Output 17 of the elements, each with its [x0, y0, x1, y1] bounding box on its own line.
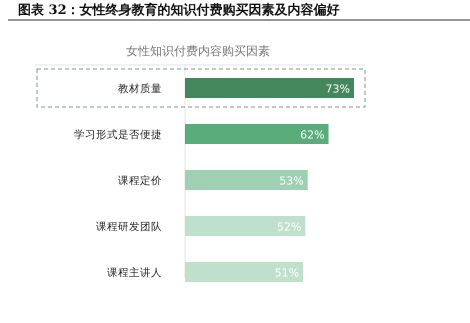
data-label: 51% [274, 266, 300, 280]
data-label: 52% [276, 220, 302, 234]
data-label: 62% [300, 128, 325, 142]
subtitle: 女性知识付费内容购买因素 [126, 44, 270, 58]
data-label: 73% [326, 82, 350, 96]
bar [185, 216, 306, 236]
bar [185, 124, 329, 144]
bar [185, 170, 308, 190]
y-tick-label: 学习形式是否便捷 [74, 128, 162, 141]
y-tick-label: 课程研发团队 [96, 221, 162, 233]
y-tick-label: 课程定价 [118, 174, 162, 187]
bar [185, 78, 354, 98]
y-tick-label: 课程主讲人 [107, 266, 162, 279]
bar [185, 262, 304, 282]
title: 图表 32：女性终身教育的知识付费购买因素及内容偏好 [18, 3, 340, 18]
y-tick-label: 教材质量 [118, 82, 162, 95]
data-label: 53% [279, 174, 304, 188]
